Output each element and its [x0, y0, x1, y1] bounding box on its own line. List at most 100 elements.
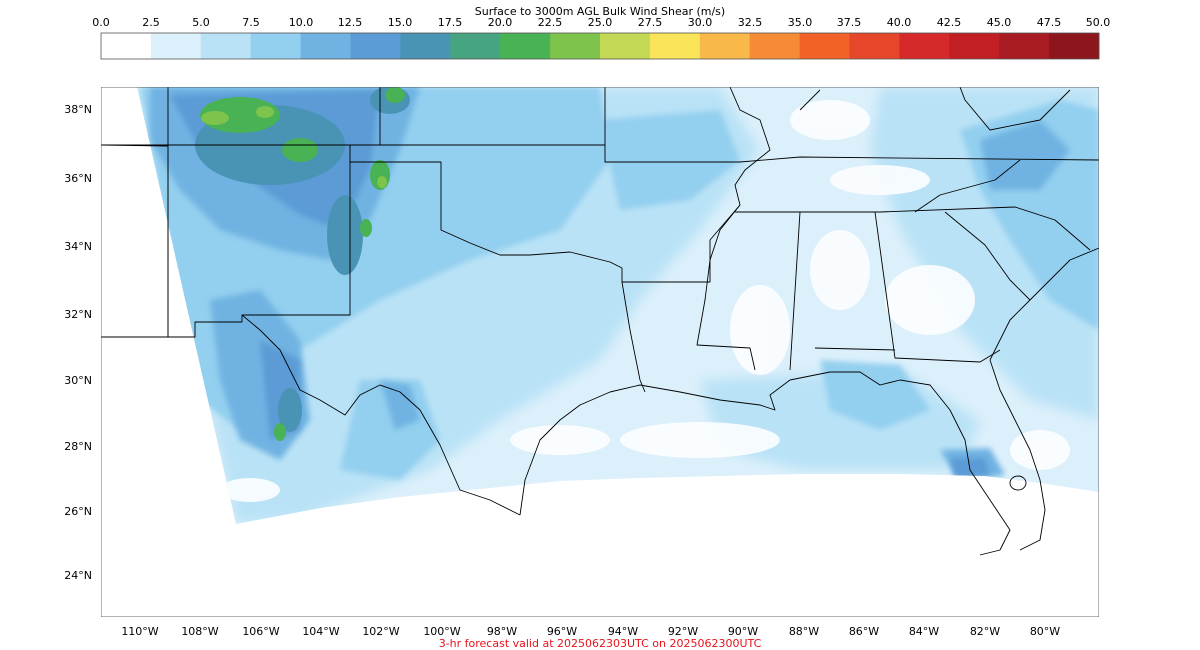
colorbar-frame [100, 32, 1100, 60]
state-border-nc-sc [944, 211, 1031, 301]
colorbar-swatch [1049, 33, 1100, 59]
state-border-tx-la [621, 204, 741, 283]
lon-label: 104°W [302, 625, 339, 638]
state-border-northeast [959, 87, 1071, 131]
lat-label: 28°N [64, 440, 92, 453]
colorbar-tick: 0.0 [92, 16, 110, 29]
colorbar-tick: 50.0 [1086, 16, 1111, 29]
colorbar-tick: 35.0 [788, 16, 813, 29]
colorbar-swatch [400, 33, 451, 59]
colorbar-swatch [250, 33, 302, 59]
field-calm-region [730, 285, 790, 375]
colorbar-tick: 42.5 [937, 16, 962, 29]
field-mid-region [600, 110, 740, 210]
field-green-region [274, 423, 286, 441]
colorbar-swatch [101, 33, 152, 59]
colorbar-swatch [949, 33, 1000, 59]
field-mid-region [820, 360, 930, 430]
state-border-az-nm [167, 87, 351, 338]
field-calm-region [830, 165, 930, 195]
colorbar-tick-labels: 0.0 2.5 5.0 7.5 10.0 12.5 15.0 17.5 20.0… [92, 16, 1110, 29]
field-lime-region [201, 111, 229, 125]
lat-label: 24°N [64, 569, 92, 582]
colorbar-swatches [101, 33, 1100, 59]
field-green-areas [200, 87, 405, 441]
colorbar-tick: 20.0 [488, 16, 513, 29]
field-calm-region [1010, 430, 1070, 470]
forecast-valid-caption: 3-hr forecast valid at 2025062303UTC on … [439, 637, 762, 650]
longitude-labels: 110°W 108°W 106°W 104°W 102°W 100°W 98°W… [121, 625, 1060, 638]
colorbar-tick: 47.5 [1037, 16, 1062, 29]
colorbar-tick: 12.5 [338, 16, 363, 29]
florida-east-coast [989, 359, 1046, 551]
lon-label: 102°W [362, 625, 399, 638]
state-border-mississippi [696, 87, 771, 371]
lat-label: 36°N [64, 172, 92, 185]
field-teal-region [327, 195, 363, 275]
field-lime-region [256, 106, 274, 118]
state-border-al [789, 211, 801, 371]
colorbar-tick: 32.5 [738, 16, 763, 29]
colorbar-swatch [649, 33, 701, 59]
lat-label: 38°N [64, 103, 92, 116]
colorbar-tick: 10.0 [289, 16, 314, 29]
atlantic-coastline [989, 247, 1099, 361]
colorbar-swatch [350, 33, 401, 59]
lon-label: 86°W [849, 625, 879, 638]
field-calm-region [220, 478, 280, 502]
state-border-ga [874, 211, 1001, 363]
field-calm-region [810, 230, 870, 310]
lon-label: 82°W [970, 625, 1000, 638]
lon-label: 88°W [789, 625, 819, 638]
state-border-ms-al [735, 206, 1091, 251]
colorbar-tick: 25.0 [588, 16, 613, 29]
lon-label: 110°W [121, 625, 158, 638]
colorbar-swatch [300, 33, 351, 59]
field-calm-region [510, 425, 610, 455]
lon-label: 100°W [423, 625, 460, 638]
colorbar-swatch [699, 33, 751, 59]
field-strong-region [380, 380, 420, 430]
lat-label: 30°N [64, 374, 92, 387]
field-green-region [360, 219, 372, 237]
field-green-region [282, 138, 318, 162]
colorbar-swatch [849, 33, 900, 59]
field-lime-areas [201, 106, 387, 188]
lon-label: 94°W [608, 625, 638, 638]
state-border-fl-panhandle [814, 347, 896, 351]
colorbar-tick: 17.5 [438, 16, 463, 29]
colorbar-tick: 30.0 [688, 16, 713, 29]
colorbar-swatch [899, 33, 950, 59]
state-border-ok-panhandle [350, 161, 623, 269]
gulf-coastline [519, 371, 1011, 556]
field-calm-region [885, 265, 975, 335]
colorbar-tick: 37.5 [837, 16, 862, 29]
lat-label: 32°N [64, 308, 92, 321]
field-lime-region [377, 176, 387, 188]
lat-label: 26°N [64, 505, 92, 518]
colorbar-tick: 7.5 [242, 16, 260, 29]
field-calm-region [620, 422, 780, 458]
lat-label: 34°N [64, 240, 92, 253]
rio-grande [241, 314, 521, 516]
colorbar-swatch [150, 33, 202, 59]
lon-label: 108°W [181, 625, 218, 638]
state-border-la-ms [621, 281, 646, 393]
map-panel [101, 87, 1099, 617]
colorbar-tick: 2.5 [142, 16, 160, 29]
political-boundaries [101, 87, 1099, 556]
colorbar-swatch [550, 33, 601, 59]
colorbar-swatch [450, 33, 501, 59]
colorbar-tick: 45.0 [987, 16, 1012, 29]
lon-label: 106°W [242, 625, 279, 638]
colorbar-swatch [500, 33, 551, 59]
lon-label: 84°W [909, 625, 939, 638]
field-teal-region [278, 388, 302, 432]
colorbar-swatch [799, 33, 850, 59]
colorbar-tick: 5.0 [192, 16, 210, 29]
wind-shear-field [137, 87, 1099, 524]
colorbar-tick: 27.5 [638, 16, 663, 29]
lon-label: 90°W [728, 625, 758, 638]
colorbar-swatch [600, 33, 651, 59]
field-green-region [385, 87, 405, 103]
